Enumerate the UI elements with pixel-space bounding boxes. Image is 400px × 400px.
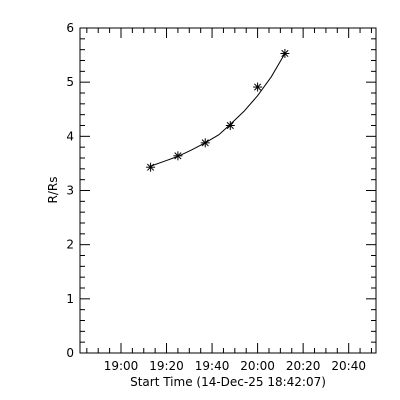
y-tick-label: 1 [66, 292, 74, 306]
y-tick-label: 5 [66, 75, 74, 89]
y-tick-label: 2 [66, 238, 74, 252]
data-points [146, 48, 290, 172]
fit-curve [150, 53, 286, 167]
x-axis-ticks: 19:00 19:20 19:40 20:00 20:20 20:40 [86, 28, 372, 373]
plot-frame [79, 27, 377, 354]
data-point [253, 82, 263, 92]
data-point [146, 162, 156, 172]
x-tick-label: 20:20 [286, 359, 321, 373]
y-tick-label: 0 [66, 346, 74, 360]
data-point [200, 138, 210, 148]
y-tick-label: 3 [66, 184, 74, 198]
data-point [280, 48, 290, 58]
y-tick-label: 4 [66, 129, 74, 143]
y-tick-label: 6 [66, 21, 74, 35]
x-tick-label: 19:40 [195, 359, 230, 373]
data-point [173, 151, 183, 161]
fit-curve-group [150, 53, 286, 167]
data-point [225, 121, 235, 130]
x-tick-label: 19:00 [104, 359, 139, 373]
y-axis-label: R/Rs [46, 177, 60, 204]
x-axis-label: Start Time (14-Dec-25 18:42:07) [130, 375, 326, 389]
x-tick-label: 20:40 [331, 359, 366, 373]
y-axis-ticks: 0 1 2 3 4 5 6 [66, 21, 376, 360]
x-tick-label: 19:20 [149, 359, 184, 373]
x-tick-label: 20:00 [240, 359, 275, 373]
